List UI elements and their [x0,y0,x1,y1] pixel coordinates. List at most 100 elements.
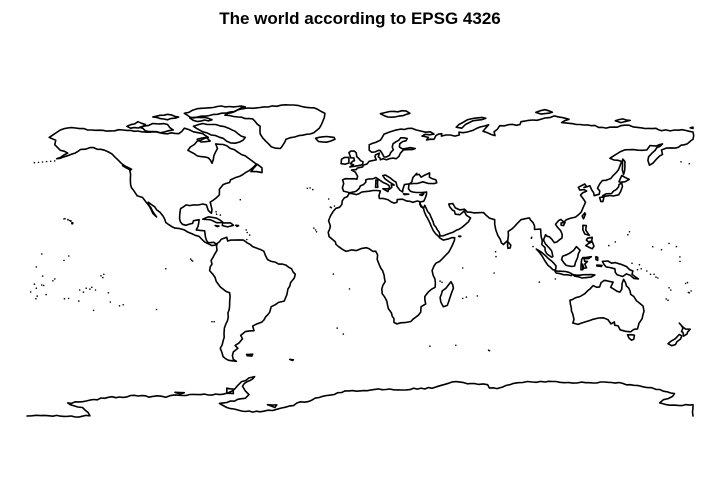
island-pacific [91,286,93,289]
island-pacific [608,244,610,247]
coastline-berkner-island [266,403,278,409]
island-pacific [118,305,121,307]
island-ocean [309,187,311,189]
coastline-halmahera-seram [595,255,599,262]
island-hawaii [63,218,65,220]
coastline-philippines-luzon [582,224,591,237]
coastline-severnaya-zemlya [535,108,554,115]
coastline-ireland [340,156,350,165]
coastline-iceland [314,135,336,143]
island-pacific [85,287,87,290]
island-hawaii [68,219,71,222]
coastline-japan-honshu [601,182,624,198]
island-pacific [690,290,692,292]
island-pacific [651,245,654,248]
island-hawaii [71,221,74,225]
island-pacific [686,281,689,284]
island-pacific [41,284,43,286]
island-ocean [538,281,541,283]
island-aleutian [33,161,36,164]
coastline-sakhalin [621,158,626,176]
island-pacific [191,260,194,262]
coastline-north-america [48,126,258,247]
island-ocean [215,213,218,215]
island-pacific [649,273,652,276]
coastline-devon-island [189,116,213,123]
coastline-ellesmere-island [183,105,247,119]
coastline-sulawesi [580,255,593,271]
coastline-jamaica [214,224,220,228]
island-ocean [314,229,317,231]
island-pacific [107,292,110,294]
coastline-wrangel-island [689,126,694,130]
island-pacific [41,253,43,255]
coastline-new-guinea [601,260,640,280]
coastline-banks-island [126,120,147,129]
island-pacific [640,268,642,270]
island-ocean [429,345,431,347]
island-ocean [327,198,330,200]
island-aleutian [49,160,52,163]
coastline-cyprus [419,192,425,197]
coastline-antarctica [26,375,694,418]
coastline-south-america [208,236,297,363]
island-ocean [342,333,345,335]
island-ocean [306,187,309,190]
island-ocean [554,278,557,280]
island-pacific [675,245,678,248]
island-ocean [215,211,217,213]
island-ocean [312,188,314,191]
island-ocean [461,267,464,269]
coastline-seram [596,264,603,268]
island-pacific [82,291,85,293]
coastline-vancouver-island [121,164,133,171]
coastline-new-siberian-islands [614,118,631,124]
island-pacific [679,256,681,258]
island-hawaii [67,218,69,221]
island-hawaii [69,220,72,222]
island-ocean [239,198,242,201]
island-ocean [348,288,351,290]
coastline-hainan [560,221,566,227]
coastline-africa [327,189,456,325]
island-pacific [42,284,45,287]
island-pacific [679,260,681,263]
island-ocean [530,237,533,239]
island-pacific [687,291,690,294]
island-ocean [461,297,464,300]
coastline-philippines-mindanao [584,240,595,250]
coastline-japan-hokkaido [618,174,630,183]
island-pacific [155,308,158,311]
island-pacific [102,276,104,279]
coastline-java [554,270,573,277]
island-pacific [627,233,629,236]
island-pacific [35,287,38,290]
island-ocean [476,295,479,297]
island-pacific [78,300,80,302]
island-pacific [668,287,670,289]
island-pacific [638,263,641,266]
coastline-south-georgia [288,358,295,362]
island-pacific [100,275,102,277]
island-pacific [670,289,672,291]
coastline-southampton-island [196,136,211,143]
island-ocean [465,296,468,298]
island-pacific [653,273,655,276]
island-aleutian [37,161,40,164]
coastline-australia [569,278,645,333]
island-pacific [92,309,95,312]
coastline-newfoundland [250,163,263,174]
island-pacific [35,266,38,268]
coastline-cuba [202,216,224,224]
island-pacific [63,297,66,300]
island-pacific [636,268,639,271]
island-pacific [614,241,617,243]
coastline-baffin-island [192,122,247,144]
island-pacific [52,280,54,282]
coastline-tasmania [626,333,636,341]
island-ocean [495,255,497,258]
island-pacific [668,242,670,245]
coastline-hispaniola [221,222,235,228]
coastline-crete [402,193,410,196]
